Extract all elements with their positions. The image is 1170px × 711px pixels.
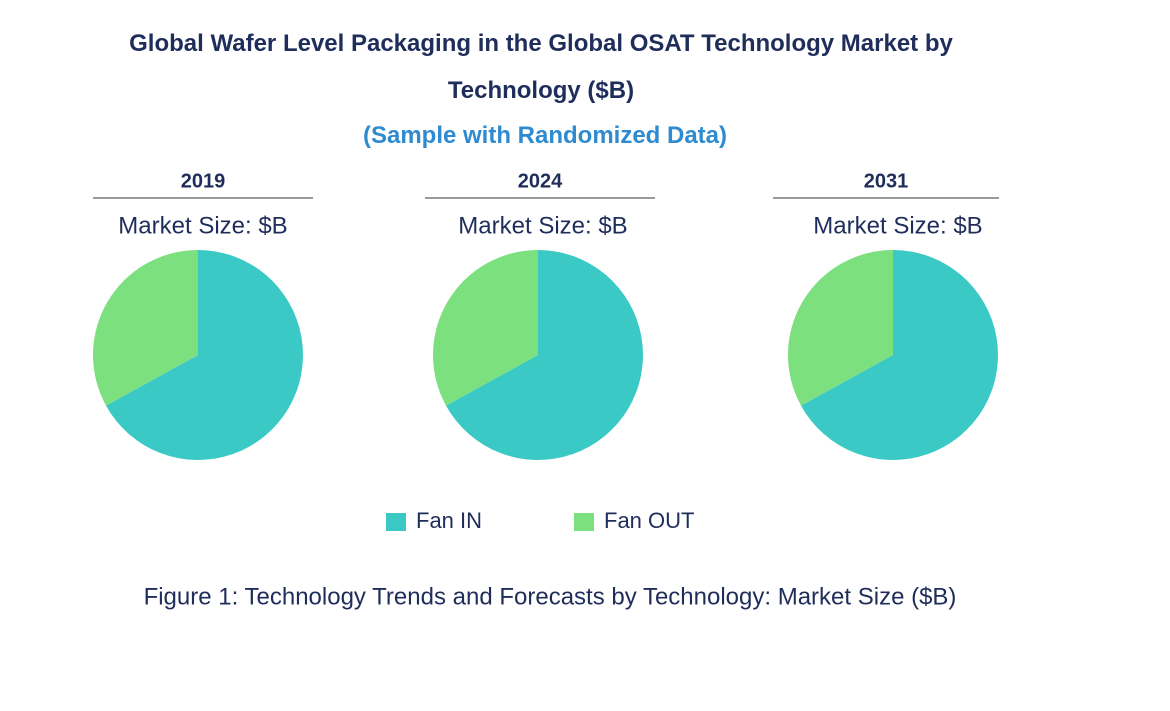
pie-slice <box>92 250 198 406</box>
pie-slice <box>105 250 304 460</box>
pie-title: 2024 <box>518 170 563 192</box>
pie-slice <box>800 250 999 460</box>
pie-title: 2031 <box>864 170 909 192</box>
page-title: Global Wafer Level Packaging in the Glob… <box>129 30 953 104</box>
legend-label: Fan OUT <box>604 508 694 533</box>
legend-swatch <box>386 513 406 531</box>
legend-label: Fan IN <box>416 508 482 533</box>
pie-title: 2019 <box>181 170 226 192</box>
page-subtitle: (Sample with Randomized Data) <box>362 122 728 149</box>
pie-slice <box>432 250 538 406</box>
pie-subtitle: Market Size: $B <box>458 212 627 239</box>
pie-slice <box>788 250 893 406</box>
legend-swatch <box>574 513 594 531</box>
pie-slice <box>445 250 644 460</box>
pie-subtitle: Market Size: $B <box>118 212 287 239</box>
caption: Figure 1: Technology Trends and Forecast… <box>144 583 957 610</box>
pie-subtitle: Market Size: $B <box>813 212 982 239</box>
